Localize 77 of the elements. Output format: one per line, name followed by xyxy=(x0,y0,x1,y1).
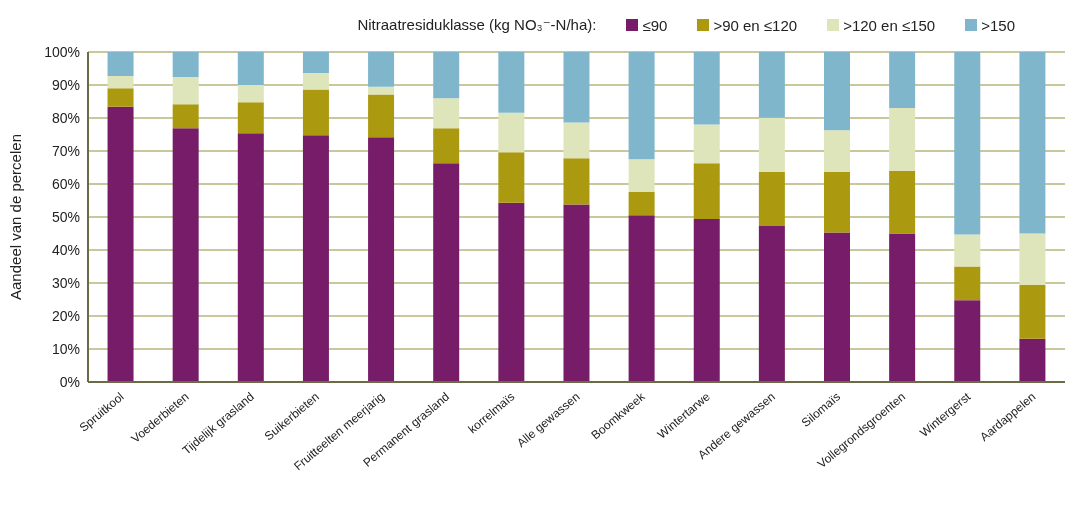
bar xyxy=(433,128,460,164)
bar xyxy=(758,171,785,226)
legend-label: >120 en ≤150 xyxy=(843,16,936,34)
bar xyxy=(1019,338,1046,382)
bar xyxy=(628,215,655,382)
bar xyxy=(498,202,525,382)
y-tick-label: 40% xyxy=(51,241,80,258)
bar xyxy=(237,133,264,382)
bar xyxy=(824,52,851,131)
bar xyxy=(172,52,199,78)
y-tick-label: 70% xyxy=(51,142,80,159)
bar xyxy=(302,52,329,74)
bar xyxy=(693,52,720,125)
y-tick-label: 30% xyxy=(51,274,80,291)
bar xyxy=(563,158,590,205)
bar xyxy=(368,137,395,382)
bar xyxy=(302,135,329,382)
bar xyxy=(498,52,525,113)
y-tick-label: 90% xyxy=(51,76,80,93)
y-tick-label: 20% xyxy=(51,307,80,324)
bar xyxy=(693,163,720,219)
bar xyxy=(824,171,851,233)
bar xyxy=(628,159,655,192)
legend-title: Nitraatresiduklasse (kg NO₃⁻-N/ha): xyxy=(357,16,597,34)
bar xyxy=(1019,284,1046,339)
bar xyxy=(498,112,525,153)
bar xyxy=(498,152,525,203)
y-tick-label: 10% xyxy=(51,340,80,357)
bar xyxy=(237,52,264,85)
y-tick-label: 80% xyxy=(51,109,80,126)
y-tick-label: 50% xyxy=(51,208,80,225)
legend-label: ≤90 xyxy=(642,16,668,34)
y-tick-label: 0% xyxy=(59,373,80,390)
bar xyxy=(563,52,590,123)
bar xyxy=(954,234,981,267)
bar xyxy=(824,130,851,172)
bar xyxy=(889,233,916,382)
bar xyxy=(954,52,981,235)
bar xyxy=(172,128,199,382)
bar xyxy=(954,300,981,382)
bar xyxy=(954,266,981,301)
legend-label: >150 xyxy=(981,16,1015,34)
bar xyxy=(563,122,590,159)
bar xyxy=(628,191,655,216)
bar xyxy=(433,52,460,99)
legend-label: >90 en ≤120 xyxy=(713,16,798,34)
bar xyxy=(628,52,655,160)
bar xyxy=(433,163,460,382)
bar xyxy=(302,89,329,136)
bar xyxy=(1019,52,1046,234)
bar xyxy=(758,225,785,382)
bar xyxy=(172,77,199,105)
bar xyxy=(889,108,916,171)
bar xyxy=(172,104,199,129)
y-tick-label: 60% xyxy=(51,175,80,192)
bar xyxy=(237,102,264,134)
bar xyxy=(824,232,851,382)
bar xyxy=(237,85,264,103)
bar xyxy=(302,73,329,90)
bar xyxy=(107,88,134,107)
bar xyxy=(889,170,916,234)
bar xyxy=(107,106,134,382)
y-axis-title: Aandeel van de percelen xyxy=(7,134,25,300)
bar xyxy=(368,52,395,87)
bar xyxy=(693,124,720,164)
bar xyxy=(368,94,395,138)
bar xyxy=(889,52,916,109)
bar xyxy=(563,204,590,382)
bar xyxy=(758,52,785,118)
bar xyxy=(433,98,460,129)
bar xyxy=(693,218,720,382)
bar xyxy=(107,52,134,77)
bar xyxy=(1019,233,1046,285)
bar xyxy=(758,117,785,172)
bar xyxy=(368,86,395,95)
y-tick-label: 100% xyxy=(44,43,80,60)
bar xyxy=(107,76,134,89)
